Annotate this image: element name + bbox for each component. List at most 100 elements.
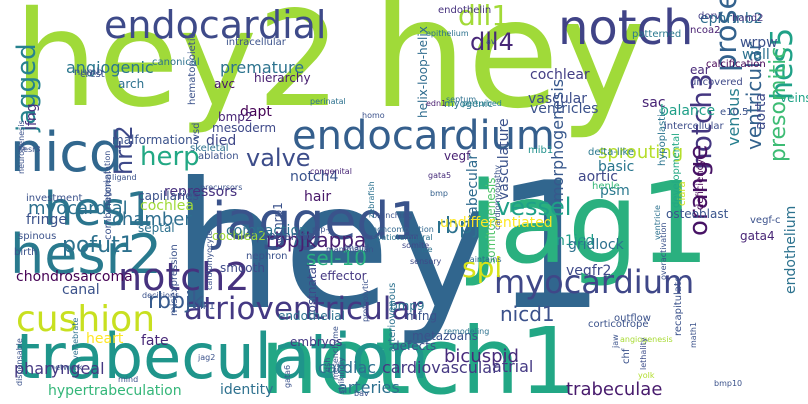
word-hair: hair <box>304 189 332 205</box>
word-mesenchyme: mesenchyme <box>331 326 340 380</box>
word-trabeculation: trabeculation <box>16 320 429 393</box>
word-hematopoietic: hematopoietic <box>187 33 198 105</box>
word-patterned: patterned <box>632 29 682 40</box>
word-perinatal: perinatal <box>310 97 346 106</box>
word-progenitor: progenitor <box>256 229 319 243</box>
word-angiogenesis: angiogenesis <box>620 335 673 344</box>
word-metazoans: metazoans <box>412 329 478 343</box>
word-pofut1: pofut1 <box>62 233 134 258</box>
word-notch2: notch2 <box>118 255 250 299</box>
word-nephron: nephron <box>246 251 288 262</box>
word-myocardium: myocardium <box>494 263 695 301</box>
word-spatiotemporal: spatiotemporal <box>372 233 433 242</box>
word-gata6: gata6 <box>283 364 292 388</box>
word-basic: basic <box>598 159 635 175</box>
word-epithelium: epithelium <box>426 29 469 38</box>
word-misexpression: misexpression <box>169 244 180 316</box>
word-endothelium: endothelium <box>783 205 799 294</box>
word-math1: math1 <box>689 322 698 348</box>
word-proteolytic: proteolytic <box>361 279 370 322</box>
word-deficiency: deficiency <box>695 159 706 210</box>
word-cardiac: cardiac <box>318 358 377 377</box>
word-hesr3: hesr3 <box>18 145 41 154</box>
word-delta-like: delta-like <box>588 147 635 158</box>
word-cardiomyocyte: cardiomyocyte <box>205 230 214 290</box>
word-mesoderm: mesoderm <box>212 121 277 135</box>
word-notch: notch <box>558 0 694 56</box>
word-balance: balance <box>660 103 716 119</box>
word-mind: mind <box>118 375 139 384</box>
word-alk1: alk1 <box>194 301 216 312</box>
word-dll1: dll1 <box>458 0 510 32</box>
word-vertebrate: vertebrate <box>71 317 80 360</box>
word-developmental: developmental <box>671 133 682 208</box>
word-gridlock: gridlock <box>568 237 624 253</box>
word-mib1: mib1 <box>528 145 554 156</box>
word-cochlea2: cochlea2 <box>212 229 266 243</box>
word-hypertrabeculation: hypertrabeculation <box>48 383 182 399</box>
word-e10-5: e10.5 <box>720 107 749 118</box>
word-n1icd: n1icd <box>556 233 595 249</box>
word-capillaries: capillaries <box>138 189 199 203</box>
word-notch1: notch1 <box>260 308 579 404</box>
word-bmp9: bmp9 <box>390 299 425 313</box>
word-angiogenic: angiogenic <box>66 58 154 77</box>
word-dll4: dll4 <box>470 28 514 56</box>
word-jaw: jaw <box>611 334 620 348</box>
word-atrial: atrial <box>492 357 534 376</box>
word-malformations: malformations <box>112 133 199 147</box>
word-bmp10: bmp10 <box>714 379 743 388</box>
word-sac: sac <box>642 95 666 111</box>
word-hypoplastic: hypoplastic <box>657 108 668 166</box>
word-numb: numb <box>74 67 103 78</box>
word-effector: effector <box>320 269 367 283</box>
word-maintains: maintains <box>462 255 502 264</box>
word-chf: chf <box>621 348 632 364</box>
word-jag2: jag2 <box>198 353 216 362</box>
word-congenital: congenital <box>310 167 352 176</box>
word-intracellular: intracellular <box>226 37 286 48</box>
word-bicuspid: bicuspid <box>444 346 519 367</box>
word-died: died <box>206 133 237 149</box>
word-cochlear: cochlear <box>530 67 590 83</box>
word-bmp2: bmp2 <box>218 110 253 124</box>
word-chondrosarcoma: chondrosarcoma <box>16 269 133 285</box>
word-precursors: precursors <box>200 183 243 192</box>
word-fate: fate <box>141 333 169 349</box>
word-gata4: gata4 <box>740 229 775 243</box>
word-dorv: dorv <box>698 11 721 22</box>
word-compaction: compaction <box>226 223 308 239</box>
word-nicd1: nicd1 <box>500 302 555 326</box>
word-decisions: decisions <box>142 291 180 300</box>
word-rbp-j: rbp-j <box>312 225 331 234</box>
word-lfng: lfng <box>24 103 40 130</box>
word-vascular: vascular <box>528 91 587 107</box>
word-network: network <box>50 363 83 372</box>
word-somite: somite <box>402 241 430 250</box>
word-yolk: yolk <box>638 371 655 380</box>
word-herp: herp <box>140 142 200 172</box>
word-notch4: notch4 <box>290 169 339 185</box>
word-ephrinb2: ephrinb2 <box>700 11 763 27</box>
word-investment: investment <box>26 193 83 204</box>
word-canonical: canonical <box>152 57 200 68</box>
word-rise: rise <box>418 245 433 254</box>
word-mammalian: mammalian <box>326 245 374 254</box>
word-trabeculae: trabeculae <box>566 379 663 400</box>
word-recapitulate: recapitulate <box>673 275 684 336</box>
word-smooth: smooth <box>220 261 265 275</box>
word-endothelial: endothelial <box>278 309 345 323</box>
word-hesr2: hesr2 <box>10 223 163 286</box>
word-hey2: hey2 <box>14 0 341 137</box>
word-psm: psm <box>600 183 630 199</box>
word-ear: ear <box>690 63 710 77</box>
word-endocardial: endocardial <box>104 3 327 47</box>
word-ventricles: ventricles <box>530 101 599 117</box>
word-lethality: lethality <box>639 337 648 370</box>
word-atrioventricular: atrioventricular <box>184 291 424 327</box>
word-uncovered: uncovered <box>690 77 743 88</box>
word-jag1: jag1 <box>468 159 711 289</box>
word-arteriovenous: arteriovenous <box>387 282 398 352</box>
word-dsh: dsh <box>323 357 332 372</box>
word-intercellular: intercellular <box>664 121 724 132</box>
